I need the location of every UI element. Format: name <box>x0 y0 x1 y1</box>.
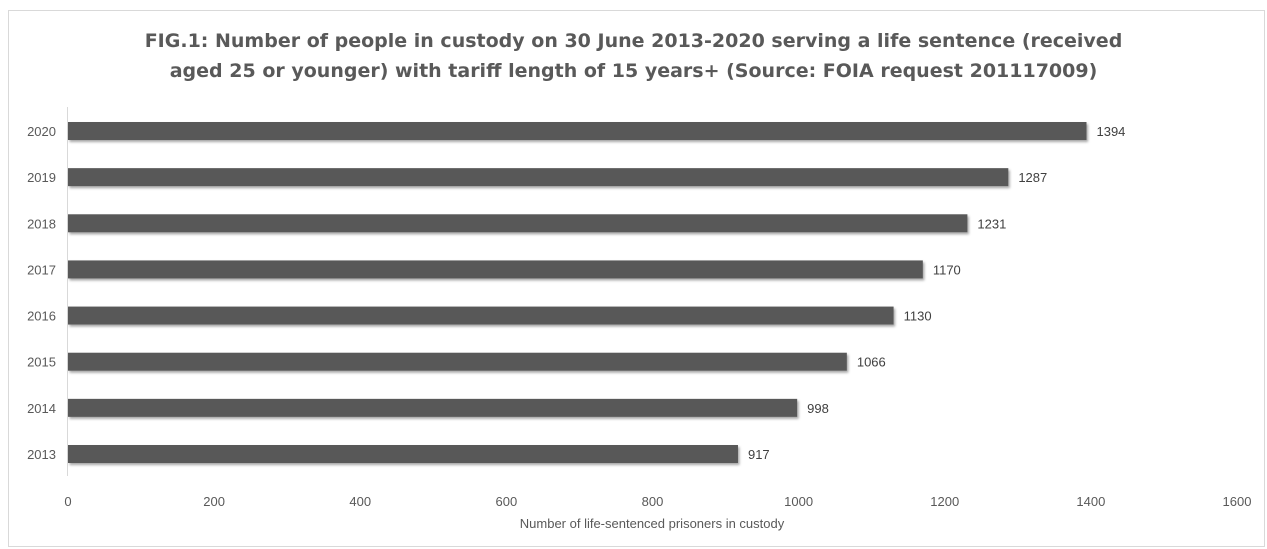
bar-2017 <box>68 260 923 279</box>
x-tick-label-1200: 1200 <box>930 494 959 509</box>
data-label-2018: 1231 <box>977 216 1006 231</box>
y-tick-label-2017: 2017 <box>27 262 56 277</box>
x-tick-label-400: 400 <box>349 494 371 509</box>
x-axis-label: Number of life-sentenced prisoners in cu… <box>520 516 785 531</box>
x-tick-label-600: 600 <box>496 494 518 509</box>
data-label-2017: 1170 <box>933 262 961 277</box>
y-tick-label-2016: 2016 <box>27 309 56 324</box>
data-label-2019: 1287 <box>1018 170 1047 185</box>
data-label-2016: 1130 <box>904 309 932 324</box>
bar-2016 <box>68 306 894 325</box>
chart-title-line-1: FIG.1: Number of people in custody on 30… <box>144 30 1123 52</box>
bar-2015 <box>68 352 847 371</box>
y-tick-label-2013: 2013 <box>27 447 56 462</box>
y-tick-labels: 2013 2014 2015 2016 2017 2018 2019 2020 <box>27 124 56 462</box>
y-tick-label-2018: 2018 <box>27 216 56 231</box>
bar-2018 <box>68 214 968 233</box>
x-tick-labels: 0 200 400 600 800 1000 1200 1400 1600 <box>64 494 1251 509</box>
x-tick-label-0: 0 <box>64 494 71 509</box>
data-label-2013: 917 <box>748 447 770 462</box>
x-tick-label-1400: 1400 <box>1076 494 1105 509</box>
y-tick-label-2015: 2015 <box>27 355 56 370</box>
data-label-2020: 1394 <box>1096 124 1125 139</box>
chart-title: FIG.1: Number of people in custody on 30… <box>0 26 1267 86</box>
bar-2014 <box>68 398 798 417</box>
y-tick-label-2020: 2020 <box>27 124 56 139</box>
y-tick-label-2019: 2019 <box>27 170 56 185</box>
chart-title-line-2: aged 25 or younger) with tariff length o… <box>169 60 1098 82</box>
x-tick-label-200: 200 <box>203 494 225 509</box>
x-tick-label-1600: 1600 <box>1223 494 1252 509</box>
bar-2019 <box>68 168 1009 187</box>
x-tick-label-800: 800 <box>642 494 664 509</box>
y-tick-label-2014: 2014 <box>27 401 56 416</box>
bar-2013 <box>68 445 738 463</box>
x-tick-label-1000: 1000 <box>784 494 813 509</box>
data-label-2015: 1066 <box>857 355 886 370</box>
bars-group: 917 998 1066 1130 1170 1231 1287 1394 <box>68 122 1125 463</box>
data-label-2014: 998 <box>807 401 829 416</box>
bar-2020 <box>68 122 1087 140</box>
